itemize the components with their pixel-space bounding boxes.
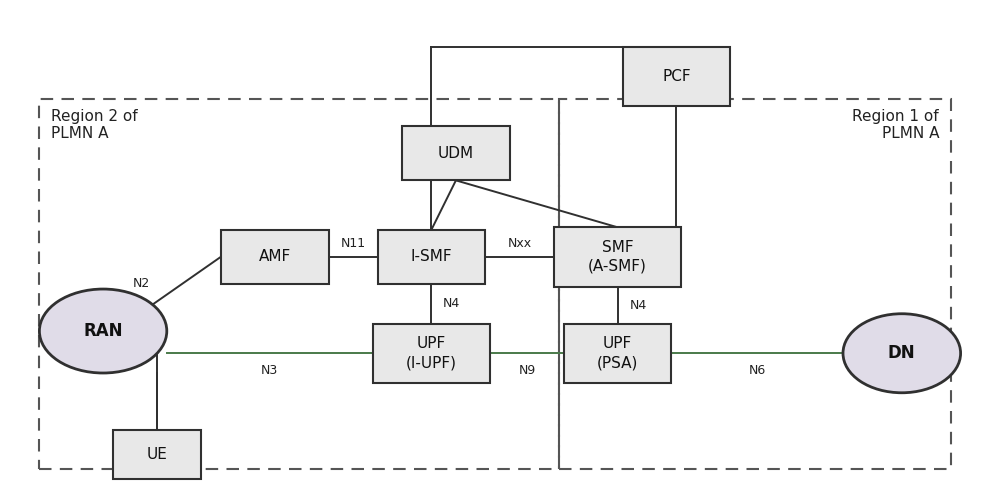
Bar: [39, 99, 559, 469]
Text: N4: N4: [629, 298, 647, 311]
Text: PCF: PCF: [662, 69, 691, 84]
Text: N2: N2: [132, 277, 150, 290]
Text: SMF
(A-SMF): SMF (A-SMF): [588, 240, 647, 274]
Bar: [564, 324, 671, 383]
Text: DN: DN: [888, 344, 916, 362]
Bar: [554, 227, 681, 287]
Bar: [402, 126, 510, 180]
Bar: [113, 430, 201, 479]
Text: N3: N3: [261, 364, 278, 377]
Bar: [559, 99, 951, 469]
Text: RAN: RAN: [83, 322, 123, 340]
Ellipse shape: [39, 289, 167, 373]
Bar: [373, 324, 490, 383]
Text: UPF
(PSA): UPF (PSA): [597, 337, 638, 370]
Text: AMF: AMF: [258, 249, 291, 265]
Text: N11: N11: [340, 236, 366, 249]
Text: UDM: UDM: [438, 146, 474, 161]
Text: I-SMF: I-SMF: [411, 249, 452, 265]
Bar: [622, 47, 730, 106]
Text: N9: N9: [518, 364, 536, 377]
Text: UE: UE: [147, 447, 167, 462]
Text: UPF
(I-UPF): UPF (I-UPF): [406, 337, 457, 370]
Bar: [221, 230, 328, 284]
Bar: [378, 230, 485, 284]
Text: N4: N4: [443, 297, 460, 310]
Ellipse shape: [843, 313, 961, 393]
Text: N6: N6: [749, 364, 766, 377]
Text: Nxx: Nxx: [508, 236, 532, 249]
Text: Region 2 of
PLMN A: Region 2 of PLMN A: [51, 109, 138, 141]
Text: Region 1 of
PLMN A: Region 1 of PLMN A: [852, 109, 939, 141]
